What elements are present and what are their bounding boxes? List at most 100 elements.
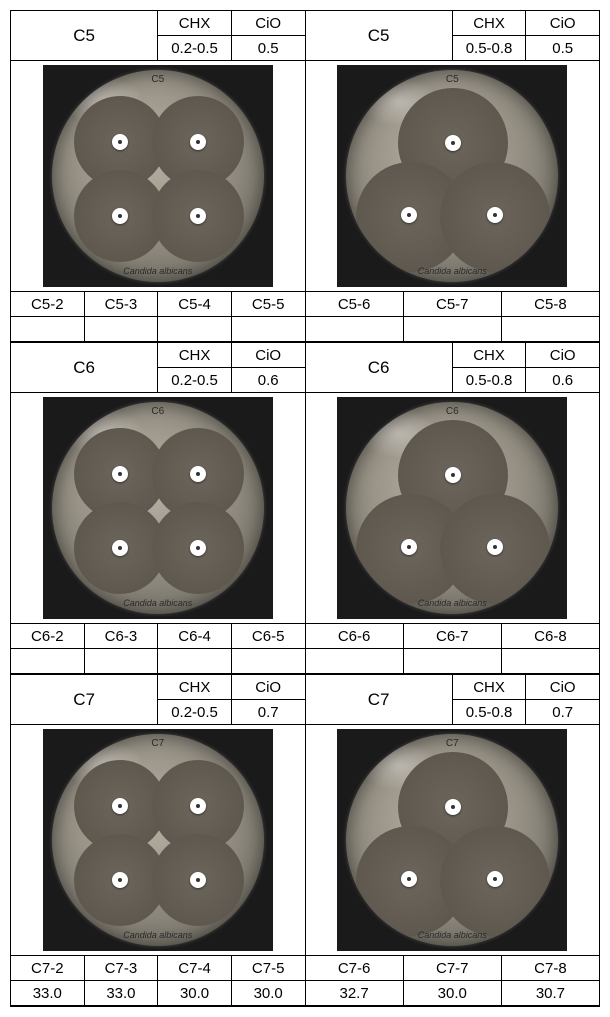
panel-footer: C7-632.7C7-730.0C7-830.7 <box>306 955 600 1005</box>
dish-bottom-label: Candida albicans <box>123 266 192 276</box>
footer-value <box>502 317 599 341</box>
petri-dish-photo: C6Candida albicans <box>306 393 600 623</box>
footer-value <box>502 649 599 673</box>
chx-label: CHX <box>453 11 527 35</box>
footer-value: 30.0 <box>404 981 501 1005</box>
petri-dish-photo: C7 Candida albicans <box>306 725 600 955</box>
footer-col: C5-4 <box>158 292 232 341</box>
cio-label: CiO <box>232 675 305 699</box>
footer-value <box>306 649 403 673</box>
cio-value: 0.6 <box>232 368 305 392</box>
cio-value: 0.5 <box>232 36 305 60</box>
footer-value <box>158 649 231 673</box>
footer-label: C5-8 <box>502 292 599 317</box>
cio-label: CiO <box>232 11 305 35</box>
panel-right: C5CHXCiO0.5-0.80.5C5Candida albicansC5-6… <box>306 11 600 341</box>
footer-col: C7-830.7 <box>502 956 599 1005</box>
footer-label: C7-8 <box>502 956 599 981</box>
dish-top-label: C7 <box>446 738 459 749</box>
footer-label: C6-5 <box>232 624 305 649</box>
cio-label: CiO <box>526 11 599 35</box>
panel-footer: C6-2C6-3C6-4C6-5 <box>11 623 305 673</box>
footer-value: 30.0 <box>158 981 231 1005</box>
footer-label: C7-2 <box>11 956 84 981</box>
footer-col: C5-5 <box>232 292 305 341</box>
chx-label: CHX <box>158 11 232 35</box>
panel-title: C5 <box>11 11 158 60</box>
cio-value: 0.7 <box>232 700 305 724</box>
dish-top-label: C5 <box>151 74 164 85</box>
footer-col: C6-5 <box>232 624 305 673</box>
footer-value: 30.0 <box>232 981 305 1005</box>
footer-label: C5-7 <box>404 292 501 317</box>
experiment-row: C5CHXCiO0.2-0.50.5C5Candida albicansC5-2… <box>11 11 599 343</box>
experiment-row: C7CHXCiO0.2-0.50.7C7Candida albicansC7-2… <box>11 675 599 1006</box>
cio-label: CiO <box>232 343 305 367</box>
footer-value <box>85 649 158 673</box>
footer-col: C7-530.0 <box>232 956 305 1005</box>
footer-col: C6-6 <box>306 624 404 673</box>
petri-dish-photo: C6Candida albicans <box>11 393 305 623</box>
cio-value: 0.6 <box>526 368 599 392</box>
footer-value <box>404 649 501 673</box>
panel-header: C6CHXCiO0.2-0.50.6 <box>11 343 305 393</box>
chx-value: 0.5-0.8 <box>453 36 527 60</box>
panel-right: C7CHXCiO0.5-0.80.7 C7 Candida albicans C7-6… <box>306 675 600 1005</box>
dish-bottom-label: Candida albicans <box>418 930 487 940</box>
footer-value: 32.7 <box>306 981 403 1005</box>
footer-col: C5-2 <box>11 292 85 341</box>
panel-header: C5CHXCiO0.5-0.80.5 <box>306 11 600 61</box>
dish-bottom-label: Candida albicans <box>418 598 487 608</box>
dish-top-label: C6 <box>151 406 164 417</box>
footer-col: C5-6 <box>306 292 404 341</box>
chx-label: CHX <box>453 675 527 699</box>
footer-label: C5-4 <box>158 292 231 317</box>
footer-value <box>232 649 305 673</box>
footer-label: C7-5 <box>232 956 305 981</box>
footer-col: C7-233.0 <box>11 956 85 1005</box>
footer-value <box>85 317 158 341</box>
panel-title: C7 <box>11 675 158 724</box>
petri-dish-photo: C7Candida albicans <box>11 725 305 955</box>
footer-value: 30.7 <box>502 981 599 1005</box>
footer-col: C5-8 <box>502 292 599 341</box>
chx-value: 0.2-0.5 <box>158 36 232 60</box>
footer-col: C6-2 <box>11 624 85 673</box>
footer-value <box>306 317 403 341</box>
dish-top-label: C7 <box>151 738 164 749</box>
panel-title: C6 <box>11 343 158 392</box>
chx-value: 0.2-0.5 <box>158 368 232 392</box>
footer-value <box>158 317 231 341</box>
petri-dish-photo: C5Candida albicans <box>306 61 600 291</box>
footer-label: C5-6 <box>306 292 403 317</box>
panel-footer: C7-233.0C7-333.0C7-430.0C7-530.0 <box>11 955 305 1005</box>
chx-label: CHX <box>158 343 232 367</box>
panel-title: C6 <box>306 343 453 392</box>
footer-col: C6-8 <box>502 624 599 673</box>
footer-label: C7-7 <box>404 956 501 981</box>
panel-left: C5CHXCiO0.2-0.50.5C5Candida albicansC5-2… <box>11 11 306 341</box>
footer-col: C7-333.0 <box>85 956 159 1005</box>
chx-label: CHX <box>158 675 232 699</box>
footer-label: C7-3 <box>85 956 158 981</box>
panel-header: C5CHXCiO0.2-0.50.5 <box>11 11 305 61</box>
panel-title: C5 <box>306 11 453 60</box>
footer-label: C6-3 <box>85 624 158 649</box>
footer-value <box>232 317 305 341</box>
footer-label: C5-3 <box>85 292 158 317</box>
footer-col: C7-632.7 <box>306 956 404 1005</box>
cio-label: CiO <box>526 343 599 367</box>
panel-header: C7CHXCiO0.2-0.50.7 <box>11 675 305 725</box>
footer-label: C7-6 <box>306 956 403 981</box>
footer-label: C6-4 <box>158 624 231 649</box>
experiment-row: C6CHXCiO0.2-0.50.6C6Candida albicansC6-2… <box>11 343 599 675</box>
footer-label: C7-4 <box>158 956 231 981</box>
panel-footer: C5-6C5-7C5-8 <box>306 291 600 341</box>
footer-col: C6-3 <box>85 624 159 673</box>
panel-right: C6CHXCiO0.5-0.80.6C6Candida albicansC6-6… <box>306 343 600 673</box>
panel-footer: C6-6C6-7C6-8 <box>306 623 600 673</box>
panel-header: C7CHXCiO0.5-0.80.7 <box>306 675 600 725</box>
footer-label: C6-7 <box>404 624 501 649</box>
footer-value: 33.0 <box>11 981 84 1005</box>
footer-col: C7-730.0 <box>404 956 502 1005</box>
